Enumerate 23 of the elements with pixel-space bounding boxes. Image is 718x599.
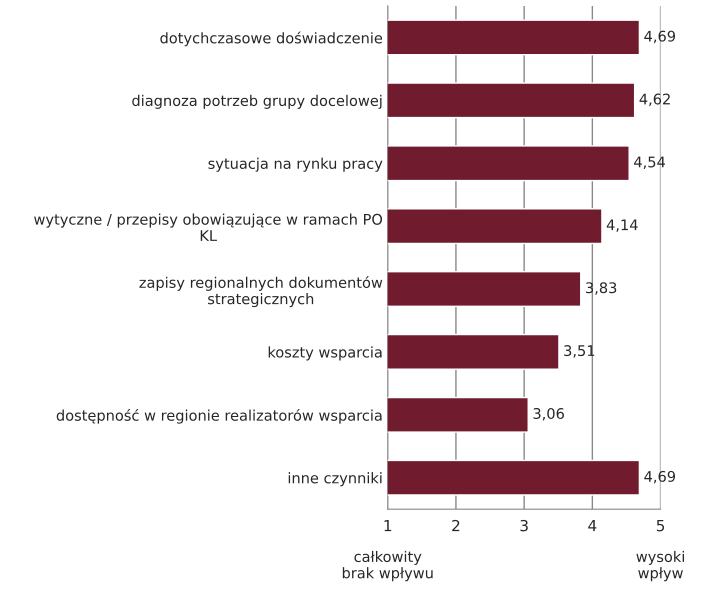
y-tick-label: diagnoza potrzeb grupy docelowej — [132, 94, 382, 109]
data-label: 4,62 — [640, 94, 670, 106]
data-label: 4,69 — [644, 470, 676, 484]
data-label: 4,54 — [634, 156, 666, 169]
y-tick-label: wytyczne / przepisy obowiązujące w ramach PO KL — [34, 214, 382, 241]
x-tick-label: 2 — [452, 520, 460, 532]
x-tick-label: 5 — [656, 520, 664, 532]
y-tick-label: sytuacja na rynku pracy — [208, 158, 382, 172]
x-tick-label: 3 — [520, 520, 528, 532]
data-label: 3,51 — [564, 345, 594, 358]
data-label: 4,14 — [606, 220, 638, 232]
y-tick-label: dostępność w regionie realizatorów wsparcia — [56, 408, 382, 424]
x-tick-label: 1 — [384, 520, 392, 532]
data-label: 3,06 — [534, 408, 564, 421]
y-tick-label: koszty wsparcia — [268, 346, 382, 360]
y-tick-label: inne czynniki — [288, 472, 382, 486]
text: całkowity brak wpływu — [342, 550, 433, 582]
x-tick-label: 4 — [588, 520, 596, 532]
y-tick-label: dotychczasowe doświadczenie — [160, 32, 382, 46]
data-label: 3,83 — [586, 282, 616, 295]
text: wysoki wpływ — [636, 550, 684, 582]
data-label: 4,69 — [644, 30, 676, 44]
y-tick-label: zapisy regionalnych dokumentów strategicznych — [139, 276, 382, 308]
